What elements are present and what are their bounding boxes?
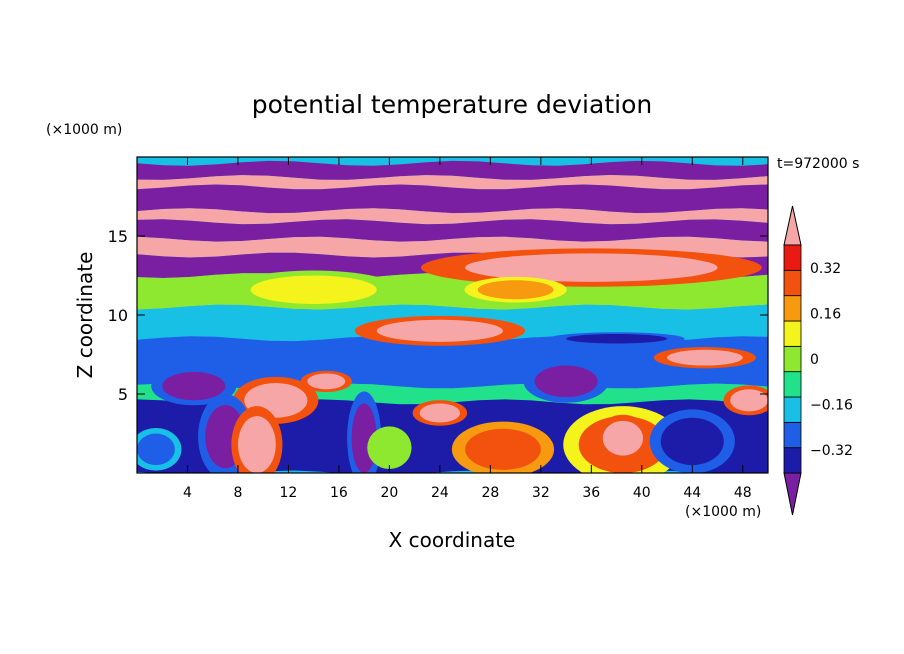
x-tick-label: 28 — [481, 485, 499, 501]
y-axis-ticks: 5 10 15 — [108, 227, 768, 404]
field-band — [137, 208, 768, 225]
x-tick-label: 32 — [532, 485, 550, 501]
y-tick-label: 15 — [108, 227, 128, 246]
plot-area — [137, 157, 768, 473]
x-unit-label: (×1000 m) — [685, 504, 761, 520]
x-tick-label: 40 — [633, 485, 651, 501]
colorbar-tick-label: 0 — [810, 352, 819, 368]
field-band — [137, 184, 768, 214]
field-feature — [162, 371, 226, 401]
field-band — [137, 219, 768, 242]
field-feature — [730, 389, 768, 412]
field-feature — [237, 416, 276, 473]
colorbar-box — [783, 421, 802, 449]
x-tick-label: 44 — [683, 485, 701, 501]
field-feature — [534, 365, 598, 398]
field-feature — [660, 417, 724, 466]
field-feature — [137, 433, 175, 466]
colorbar-box — [783, 396, 802, 423]
colorbar-tick-label: 0.16 — [810, 306, 841, 322]
field-band — [137, 336, 768, 389]
x-tick-label: 48 — [734, 485, 752, 501]
field-feature — [602, 420, 644, 456]
field-feature — [419, 403, 461, 423]
x-tick-label: 4 — [183, 485, 192, 501]
field-feature — [376, 319, 503, 342]
x-tick-label: 8 — [233, 485, 242, 501]
field-feature — [250, 275, 377, 304]
colorbar-tick-label: −0.32 — [810, 443, 853, 459]
time-label: t=972000 s — [777, 156, 859, 172]
colorbar-box — [783, 320, 802, 347]
field-feature — [477, 280, 554, 300]
colorbar-box — [783, 244, 802, 271]
colorbar-box — [783, 345, 802, 373]
chart-title: potential temperature deviation — [252, 90, 652, 119]
y-tick-label: 10 — [108, 306, 128, 325]
field-feature — [465, 428, 541, 470]
y-tick-label: 5 — [118, 385, 128, 404]
colorbar-box — [783, 269, 802, 297]
field-band — [137, 160, 768, 180]
colorbar-box — [783, 447, 802, 474]
x-axis-label: X coordinate — [389, 528, 516, 552]
colorbar-box — [783, 295, 802, 322]
field-feature — [667, 349, 743, 366]
y-axis-label: Z coordinate — [73, 252, 97, 379]
x-tick-label: 16 — [330, 485, 348, 501]
y-unit-label: (×1000 m) — [46, 122, 122, 138]
colorbar-box — [783, 371, 802, 398]
colorbar-tick-label: 0.32 — [810, 261, 841, 277]
field-feature — [566, 333, 668, 344]
colorbar: 0.32 0.16 0 −0.16 −0.32 — [783, 205, 853, 516]
x-tick-label: 24 — [431, 485, 449, 501]
field-band — [137, 175, 768, 190]
colorbar-max-triangle — [783, 205, 802, 246]
colorbar-min-triangle — [783, 472, 802, 516]
field-feature — [307, 373, 346, 390]
x-tick-label: 36 — [582, 485, 600, 501]
field-feature — [372, 431, 406, 464]
x-tick-label: 12 — [280, 485, 298, 501]
field-feature — [465, 253, 718, 282]
colorbar-tick-label: −0.16 — [810, 398, 853, 414]
x-tick-label: 20 — [380, 485, 398, 501]
x-axis-ticks: 4 8 12 16 20 24 28 32 36 40 44 48 — [183, 157, 752, 501]
